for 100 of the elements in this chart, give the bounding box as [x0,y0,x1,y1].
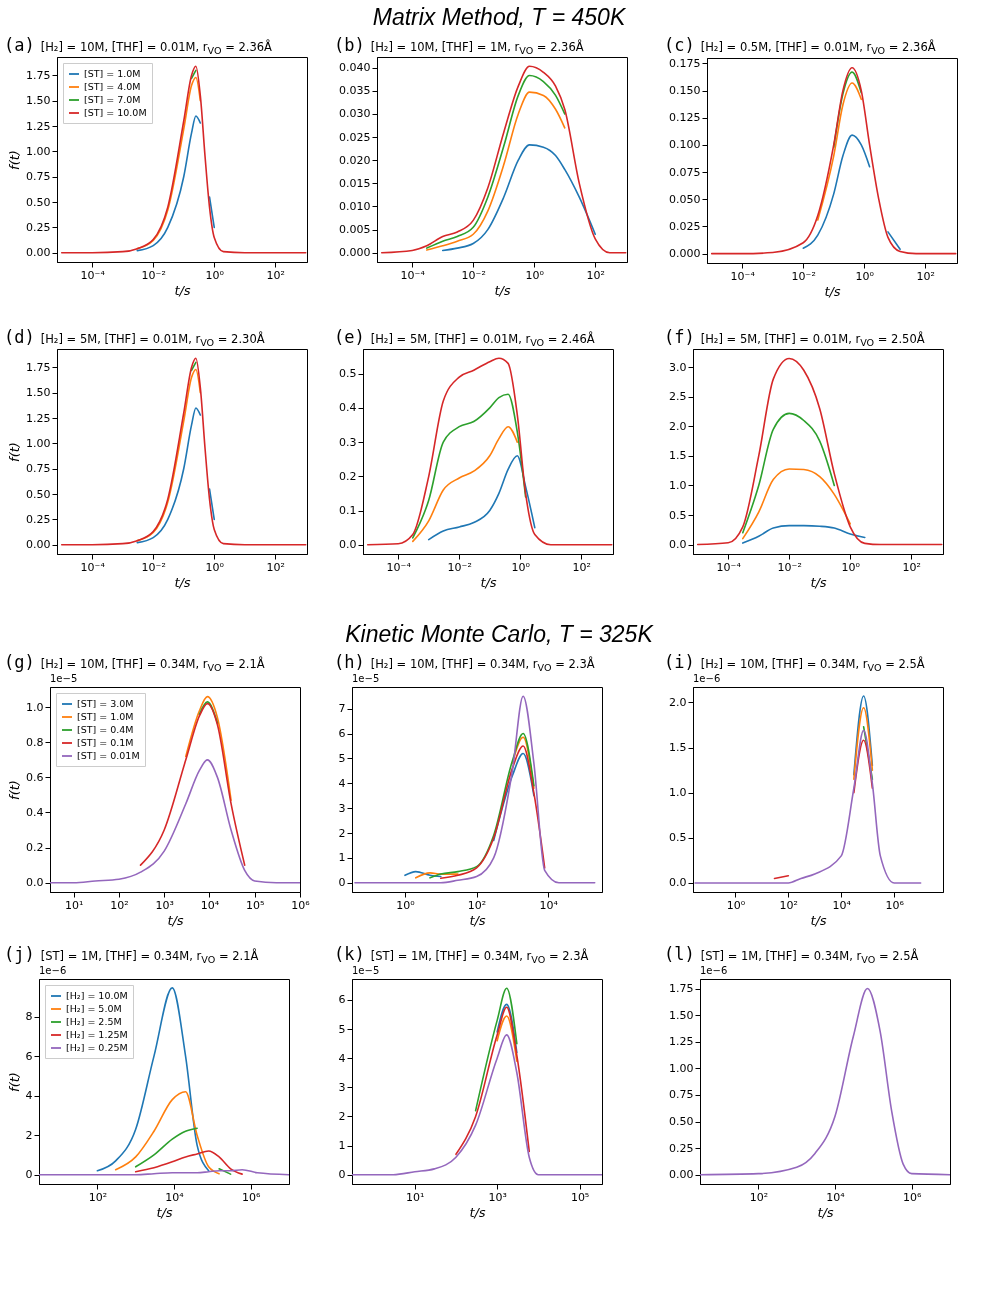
chart-title: (c) [664,35,695,55]
y-axis-title: f(t) [7,442,23,462]
y-tick-label: 0.00 [669,1168,694,1182]
y-tick-label: 1 [338,1139,346,1153]
y-tick-label: 1 [338,851,346,865]
text: 1e−6 [700,965,728,976]
y-tick-label: 0.100 [669,138,701,152]
x-tick-label: 10⁻⁴ [80,560,106,574]
y-tick-label: 1.25 [669,1035,694,1049]
y-tick-label: 0.0 [339,538,357,552]
y-tick-label: 2 [338,826,346,840]
x-tick-label: 10⁰ [841,560,861,574]
x-tick-label: 10² [779,898,799,912]
legend-label: [ST] = 0.01M [77,750,140,761]
x-tick-label: 10⁻² [461,268,486,282]
y-tick-label: 4 [25,1089,33,1103]
text: Matrix Method, T = 450K [371,3,627,32]
chart-title: (k) [334,944,365,964]
x-tick-label: 10⁻² [447,560,472,574]
y-tick-label: 6 [338,727,346,741]
chart-title: (g) [4,652,35,672]
x-tick-label: 10¹ [64,898,84,912]
chart-title: (f) [664,327,695,347]
line-series [832,71,863,148]
y-tick-label: 0.150 [669,84,701,98]
y-tick-label: 1.00 [26,144,51,158]
y-tick-label: 8 [25,1010,33,1024]
x-tick-label: 10² [749,1190,769,1204]
x-axis-title: t/s [174,574,191,590]
y-tick-label: 0.25 [26,220,51,234]
x-tick-label: 10⁰ [511,560,531,574]
y-tick-label: 7 [338,702,346,716]
y-tick-label: 1.5 [669,741,687,755]
y-tick-label: 1.50 [26,386,51,400]
y-tick-label: 1.75 [26,68,51,82]
y-tick-label: 0.4 [339,401,357,415]
legend-label: [H₂] = 5.0M [66,1003,122,1014]
chart-title: (a) [4,35,35,55]
x-tick-label: 10¹ [406,1190,425,1204]
x-tick-label: 10² [572,560,591,574]
x-tick-label: 10⁴ [539,898,559,912]
y-tick-label: 0.3 [339,435,357,449]
y-tick-label: 1.25 [26,411,51,425]
legend-label: [ST] = 1.0M [84,68,141,79]
chart-subtitle: [ST] = 1M, [THF] = 0.34M, r$_{VO}$ = 2.3Å [370,949,589,966]
y-tick-label: 0.040 [339,61,371,75]
y-tick-label: 0.8 [26,735,44,749]
x-tick-label: 10³ [488,1190,507,1204]
x-tick-label: 10⁰ [726,898,746,912]
text: Kinetic Monte Carlo, T = 325K [344,620,655,649]
y-tick-label: 0.2 [26,841,44,855]
x-tick-label: 10⁰ [855,269,875,283]
x-axis-title: t/s [810,574,827,590]
legend-label: [H₂] = 2.5M [66,1016,122,1027]
legend-label: [ST] = 7.0M [84,94,141,105]
chart-title: (i) [664,652,695,672]
x-axis-title: t/s [480,574,497,590]
y-tick-label: 0.010 [339,199,371,213]
y-tick-label: 0.50 [26,195,51,209]
y-tick-label: 1.00 [669,1061,694,1075]
chart-subtitle: [H₂] = 0.5M, [THF] = 0.01M, r$_{VO}$ = 2.36Å [700,40,936,57]
y-tick-label: 0.50 [669,1115,694,1129]
chart-title: (d) [4,327,35,347]
y-tick-label: 1.0 [669,786,687,800]
x-tick-label: 10⁻⁴ [80,268,106,282]
y-tick-label: 0.000 [339,246,371,260]
x-tick-label: 10⁻⁴ [386,560,412,574]
y-tick-label: 0.25 [26,512,51,526]
chart-title: (b) [334,35,365,55]
y-tick-label: 4 [338,1051,346,1065]
y-tick-label: 0.00 [26,246,51,260]
y-tick-label: 1.50 [26,94,51,108]
x-tick-label: 10⁻² [791,269,816,283]
chart-title: (h) [334,652,365,672]
x-tick-label: 10² [88,1190,108,1204]
y-tick-label: 0.75 [26,170,51,184]
x-tick-label: 10⁰ [525,268,545,282]
chart-subtitle: [H₂] = 10M, [THF] = 0.34M, r$_{VO}$ = 2.5Å [700,657,925,674]
x-axis-title: t/s [469,912,486,928]
x-tick-label: 10⁰ [205,560,225,574]
text: 1e−5 [50,673,78,684]
chart-title: (l) [664,944,695,964]
x-tick-label: 10⁶ [241,1190,261,1204]
chart-subtitle: [H₂] = 5M, [THF] = 0.01M, r$_{VO}$ = 2.50Å [700,332,925,349]
chart-subtitle: [H₂] = 10M, [THF] = 1M, r$_{VO}$ = 2.36Å [370,40,584,57]
y-tick-label: 1.75 [26,360,51,374]
y-tick-label: 2 [338,1109,346,1123]
x-axis-title: t/s [494,282,511,298]
x-tick-label: 10⁰ [396,898,416,912]
y-tick-label: 0.00 [26,538,51,552]
y-tick-label: 0.0 [669,876,687,890]
y-tick-label: 0.050 [669,192,701,206]
x-axis-title: t/s [810,912,827,928]
text: 1e−6 [39,965,67,976]
y-tick-label: 2 [25,1128,33,1142]
x-tick-label: 10⁶ [291,898,311,912]
x-tick-label: 10⁻² [141,268,166,282]
y-tick-label: 3.0 [669,360,687,374]
y-tick-label: 0.2 [339,469,357,483]
y-tick-label: 0.75 [669,1088,694,1102]
